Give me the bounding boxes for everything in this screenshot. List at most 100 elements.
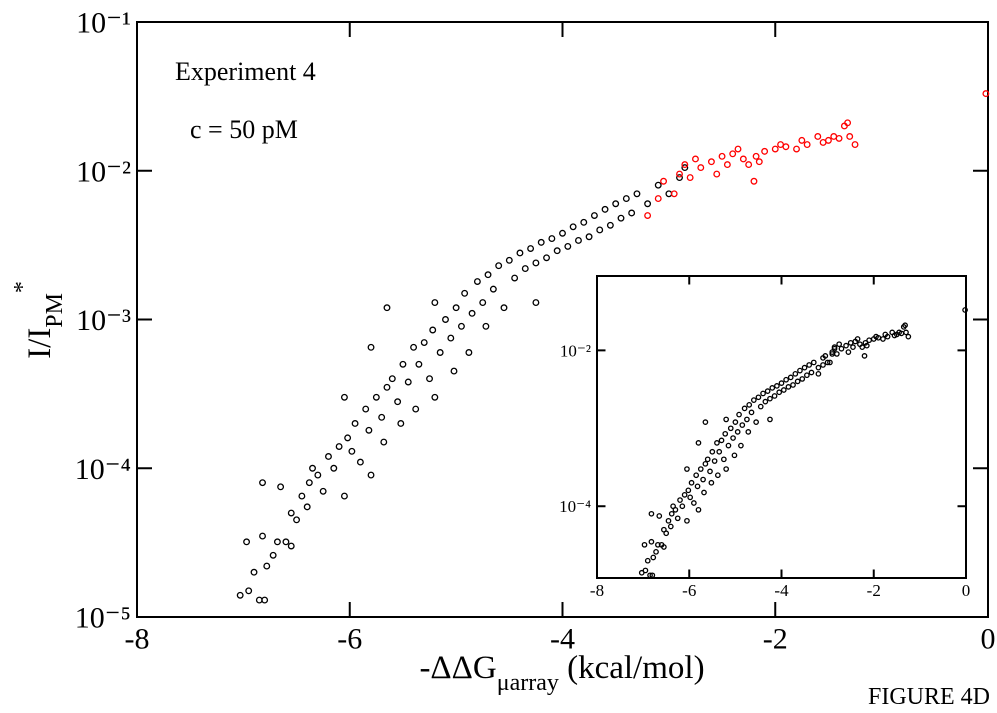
x-tick-label: -6 [337, 623, 362, 656]
point [732, 419, 739, 425]
point [716, 448, 723, 455]
point [415, 360, 423, 368]
point [298, 492, 306, 500]
point [748, 409, 755, 416]
point [259, 479, 266, 487]
point [367, 471, 375, 479]
point [245, 587, 253, 595]
point [753, 419, 759, 425]
point [760, 390, 766, 397]
point [532, 299, 540, 307]
point [744, 416, 750, 423]
point [647, 572, 653, 579]
point [722, 430, 729, 437]
point [750, 177, 758, 185]
point [862, 339, 869, 346]
point [693, 472, 700, 479]
point [340, 492, 348, 500]
point [479, 299, 487, 307]
point [783, 376, 789, 383]
point [663, 530, 670, 537]
point [654, 181, 662, 189]
point [808, 369, 815, 376]
point [794, 378, 801, 385]
point [725, 442, 732, 449]
point [780, 387, 787, 393]
point [655, 541, 661, 548]
x-tick-label: -4 [774, 581, 789, 600]
point [692, 155, 699, 163]
x-label-main: -ΔΔG [419, 650, 496, 686]
point [739, 422, 746, 428]
point [527, 245, 535, 252]
point [457, 322, 465, 330]
point [532, 259, 540, 267]
point [767, 395, 773, 402]
point [537, 238, 545, 246]
point [785, 384, 792, 390]
point [793, 145, 800, 153]
point [846, 133, 854, 140]
y-tick-label: 10⁻⁴ [75, 453, 131, 486]
point [548, 235, 556, 243]
point [679, 503, 686, 510]
point [827, 359, 833, 366]
point [792, 370, 799, 377]
point [606, 221, 614, 229]
point [718, 152, 726, 160]
point [236, 591, 244, 599]
point [731, 452, 738, 459]
point [750, 397, 757, 403]
point [543, 254, 550, 262]
point [814, 133, 822, 140]
point [420, 339, 428, 346]
point [982, 90, 990, 98]
point [723, 161, 731, 169]
point [287, 542, 295, 550]
point [803, 141, 811, 149]
point [511, 274, 519, 282]
point [412, 405, 420, 413]
point [761, 147, 769, 155]
point [559, 229, 566, 237]
point [764, 388, 771, 394]
point [702, 419, 709, 425]
point [404, 378, 412, 386]
point [372, 393, 380, 401]
point [739, 155, 747, 163]
point [590, 212, 598, 219]
point [681, 164, 689, 172]
point [362, 405, 370, 413]
point [650, 554, 657, 561]
point [670, 190, 678, 198]
point [495, 262, 503, 270]
point [670, 503, 676, 510]
point [633, 190, 641, 198]
point [762, 398, 769, 405]
point [685, 487, 692, 494]
y-axis-label: I/IPM * [10, 281, 68, 359]
point [677, 497, 683, 503]
point [845, 349, 852, 355]
point [340, 393, 348, 401]
point [720, 456, 727, 463]
point [713, 170, 721, 178]
point [394, 398, 402, 406]
inset-background [597, 276, 966, 578]
point [681, 161, 689, 169]
x-tick-label: -2 [763, 623, 788, 656]
point [838, 345, 845, 352]
point [344, 434, 352, 442]
point [431, 393, 439, 401]
point [704, 456, 711, 463]
point [282, 538, 290, 546]
point [820, 362, 826, 368]
point [335, 443, 343, 450]
point [465, 349, 473, 356]
point [505, 256, 513, 264]
point [718, 437, 725, 444]
point [484, 271, 492, 279]
point [431, 299, 439, 307]
point [553, 247, 561, 255]
point [745, 429, 752, 435]
